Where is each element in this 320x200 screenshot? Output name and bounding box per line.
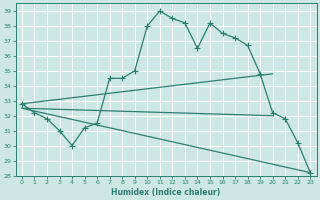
X-axis label: Humidex (Indice chaleur): Humidex (Indice chaleur) <box>111 188 221 197</box>
